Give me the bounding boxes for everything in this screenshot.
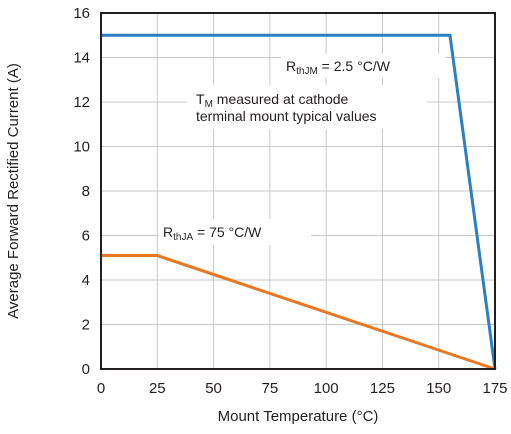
annotation-rthja-sub: thJA (173, 232, 193, 243)
annotation-rthjm-bg (281, 54, 445, 78)
series-lines (101, 33, 497, 371)
y-tick-label-0: 0 (82, 361, 90, 378)
annotation-tm-bg (187, 85, 427, 129)
annotation-rthjm-sub: thJM (296, 66, 318, 77)
annotation-tm-main: T (196, 91, 205, 107)
x-tick-label-4: 100 (314, 380, 339, 397)
y-tick-label-6: 12 (73, 94, 90, 111)
series-line-1 (101, 254, 496, 371)
tick-labels: 0 25 50 75 100 125 150 175 0 2 4 6 8 10 12 14 16 (73, 5, 507, 397)
annotation-tm: TM measured at cathode (196, 91, 349, 110)
x-axis-title: Mount Temperature (°C) (218, 408, 379, 425)
y-tick-label-3: 6 (82, 228, 90, 245)
x-tick-label-7: 175 (482, 380, 507, 397)
y-axis-title: Average Forward Rectified Current (A) (5, 63, 22, 319)
x-tick-label-6: 150 (426, 380, 451, 397)
annotation-rthjm-main: R (286, 58, 296, 74)
y-tick-label-1: 2 (82, 317, 90, 334)
y-tick-label-7: 14 (73, 50, 90, 67)
y-tick-label-8: 16 (73, 5, 90, 22)
x-tick-label-3: 75 (262, 380, 279, 397)
annotation-rthja-rest: = 75 °C/W (193, 224, 262, 240)
annotation-rthja: RthJA = 75 °C/W (163, 224, 262, 243)
series-line-0 (101, 33, 497, 370)
annotation-rthja-bg (159, 219, 311, 245)
annotation-rthjm: RthJM = 2.5 °C/W (286, 58, 391, 77)
x-tick-label-1: 25 (149, 380, 166, 397)
annotation-rthja-main: R (163, 224, 173, 240)
y-tick-label-2: 4 (82, 272, 90, 289)
y-tick-label-5: 10 (73, 139, 90, 156)
annotation-rthjm-rest: = 2.5 °C/W (318, 58, 391, 74)
x-tick-label-0: 0 (97, 380, 105, 397)
plot-frame (100, 12, 496, 370)
x-tick-label-5: 125 (370, 380, 395, 397)
x-tick-label-2: 50 (205, 380, 222, 397)
y-tick-label-4: 8 (82, 183, 90, 200)
annotation-tm-sub: M (205, 99, 213, 110)
annotation-tm-line2: terminal mount typical values (196, 108, 377, 124)
annotation-tm-rest: measured at cathode (213, 91, 349, 107)
